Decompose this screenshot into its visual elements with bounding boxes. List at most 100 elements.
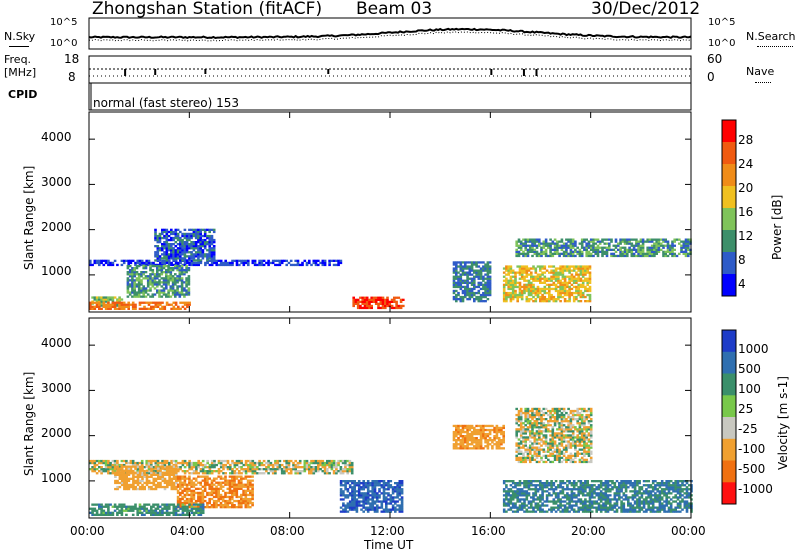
heatmap-cell <box>98 461 101 465</box>
heatmap-cell <box>579 498 583 501</box>
heatmap-cell <box>557 285 560 289</box>
heatmap-cell <box>240 504 243 507</box>
heatmap-cell <box>228 501 232 505</box>
heatmap-cell <box>381 304 385 308</box>
heatmap-cell <box>339 261 343 265</box>
heatmap-cell <box>530 502 533 505</box>
heatmap-cell <box>341 468 345 471</box>
heatmap-cell <box>609 502 612 505</box>
heatmap-cell <box>355 502 359 505</box>
heatmap-cell <box>579 277 583 280</box>
heatmap-cell <box>267 459 270 463</box>
heatmap-cell <box>165 283 168 286</box>
heatmap-cell <box>145 301 148 304</box>
heatmap-cell <box>152 470 155 473</box>
heatmap-cell <box>161 228 164 231</box>
heatmap-cell <box>140 263 144 267</box>
heatmap-cell <box>258 459 261 463</box>
heatmap-cell <box>374 298 378 301</box>
heatmap-cell <box>98 503 101 506</box>
heatmap-cell <box>120 481 124 485</box>
heatmap-cell <box>539 265 542 268</box>
heatmap-cell <box>361 302 364 305</box>
heatmap-cell <box>479 283 483 286</box>
heatmap-cell <box>588 285 592 289</box>
heatmap-cell <box>185 247 189 250</box>
heatmap-cell <box>382 492 386 495</box>
heatmap-cell <box>171 285 175 288</box>
heatmap-cell <box>387 502 390 505</box>
heatmap-cell <box>479 275 483 278</box>
heatmap-cell <box>362 480 365 483</box>
heatmap-cell <box>484 285 487 289</box>
heatmap-cell <box>530 283 533 286</box>
heatmap-cell <box>120 503 124 506</box>
heatmap-cell <box>452 295 456 299</box>
heatmap-cell <box>509 283 513 286</box>
heatmap-cell <box>131 295 134 298</box>
heatmap-cell <box>170 243 173 246</box>
heatmap-cell <box>525 275 529 278</box>
heatmap-cell <box>167 281 170 284</box>
heatmap-cell <box>113 307 117 310</box>
heatmap-cell <box>532 291 535 295</box>
heatmap-cell <box>613 496 617 499</box>
heatmap-cell <box>249 470 252 473</box>
heatmap-cell <box>149 275 152 278</box>
heatmap-cell <box>183 303 187 306</box>
heatmap-cell <box>231 506 234 509</box>
heatmap-cell <box>136 463 139 467</box>
heatmap-cell <box>208 463 212 467</box>
heatmap-cell <box>317 470 320 473</box>
heatmap-cell <box>539 273 542 276</box>
heatmap-cell <box>137 277 141 280</box>
heatmap-cell <box>208 493 211 497</box>
nsearch-series <box>88 31 692 42</box>
heatmap-cell <box>113 305 117 308</box>
heatmap-cell <box>557 273 560 276</box>
heatmap-cell <box>482 277 485 280</box>
heatmap-cell <box>539 298 542 301</box>
heatmap-cell <box>144 275 148 278</box>
heatmap-cell <box>192 470 196 473</box>
heatmap-cell <box>497 428 501 432</box>
heatmap-cell <box>335 470 338 473</box>
heatmap-cell <box>181 505 185 508</box>
heatmap-cell <box>100 459 103 463</box>
heatmap-cell <box>181 245 184 248</box>
heatmap-cell <box>586 271 589 274</box>
heatmap-cell <box>251 466 255 469</box>
heatmap-cell <box>594 248 597 251</box>
heatmap-cell <box>199 505 203 508</box>
heatmap-cell <box>557 500 560 503</box>
heatmap-cell <box>569 238 573 241</box>
heatmap-cell <box>201 503 205 506</box>
heatmap-cell <box>534 506 538 509</box>
heatmap-cell <box>231 483 234 486</box>
heatmap-cell <box>559 267 562 270</box>
heatmap-cell <box>464 271 467 274</box>
heatmap-cell <box>518 484 522 487</box>
heatmap-cell <box>280 470 284 473</box>
heatmap-cell <box>628 238 631 241</box>
heatmap-cell <box>235 489 239 492</box>
heatmap-cell <box>274 263 277 267</box>
heatmap-cell <box>488 269 492 272</box>
heatmap-cell <box>479 298 483 301</box>
heatmap-cell <box>657 238 661 241</box>
heatmap-cell <box>464 263 467 266</box>
heatmap-cell <box>468 443 472 446</box>
heatmap-cell <box>192 495 196 499</box>
heatmap-cell <box>559 281 562 284</box>
heatmap-cell <box>557 267 560 270</box>
heatmap-cell <box>516 265 519 268</box>
heatmap-cell <box>509 496 513 499</box>
heatmap-cell <box>153 275 157 278</box>
heatmap-cell <box>107 305 110 308</box>
heatmap-cell <box>559 283 562 286</box>
heatmap-cell <box>174 511 178 514</box>
heatmap-cell <box>143 475 146 478</box>
heatmap-cell <box>194 499 198 503</box>
heatmap-cell <box>596 244 600 247</box>
heatmap-cell <box>477 291 481 295</box>
